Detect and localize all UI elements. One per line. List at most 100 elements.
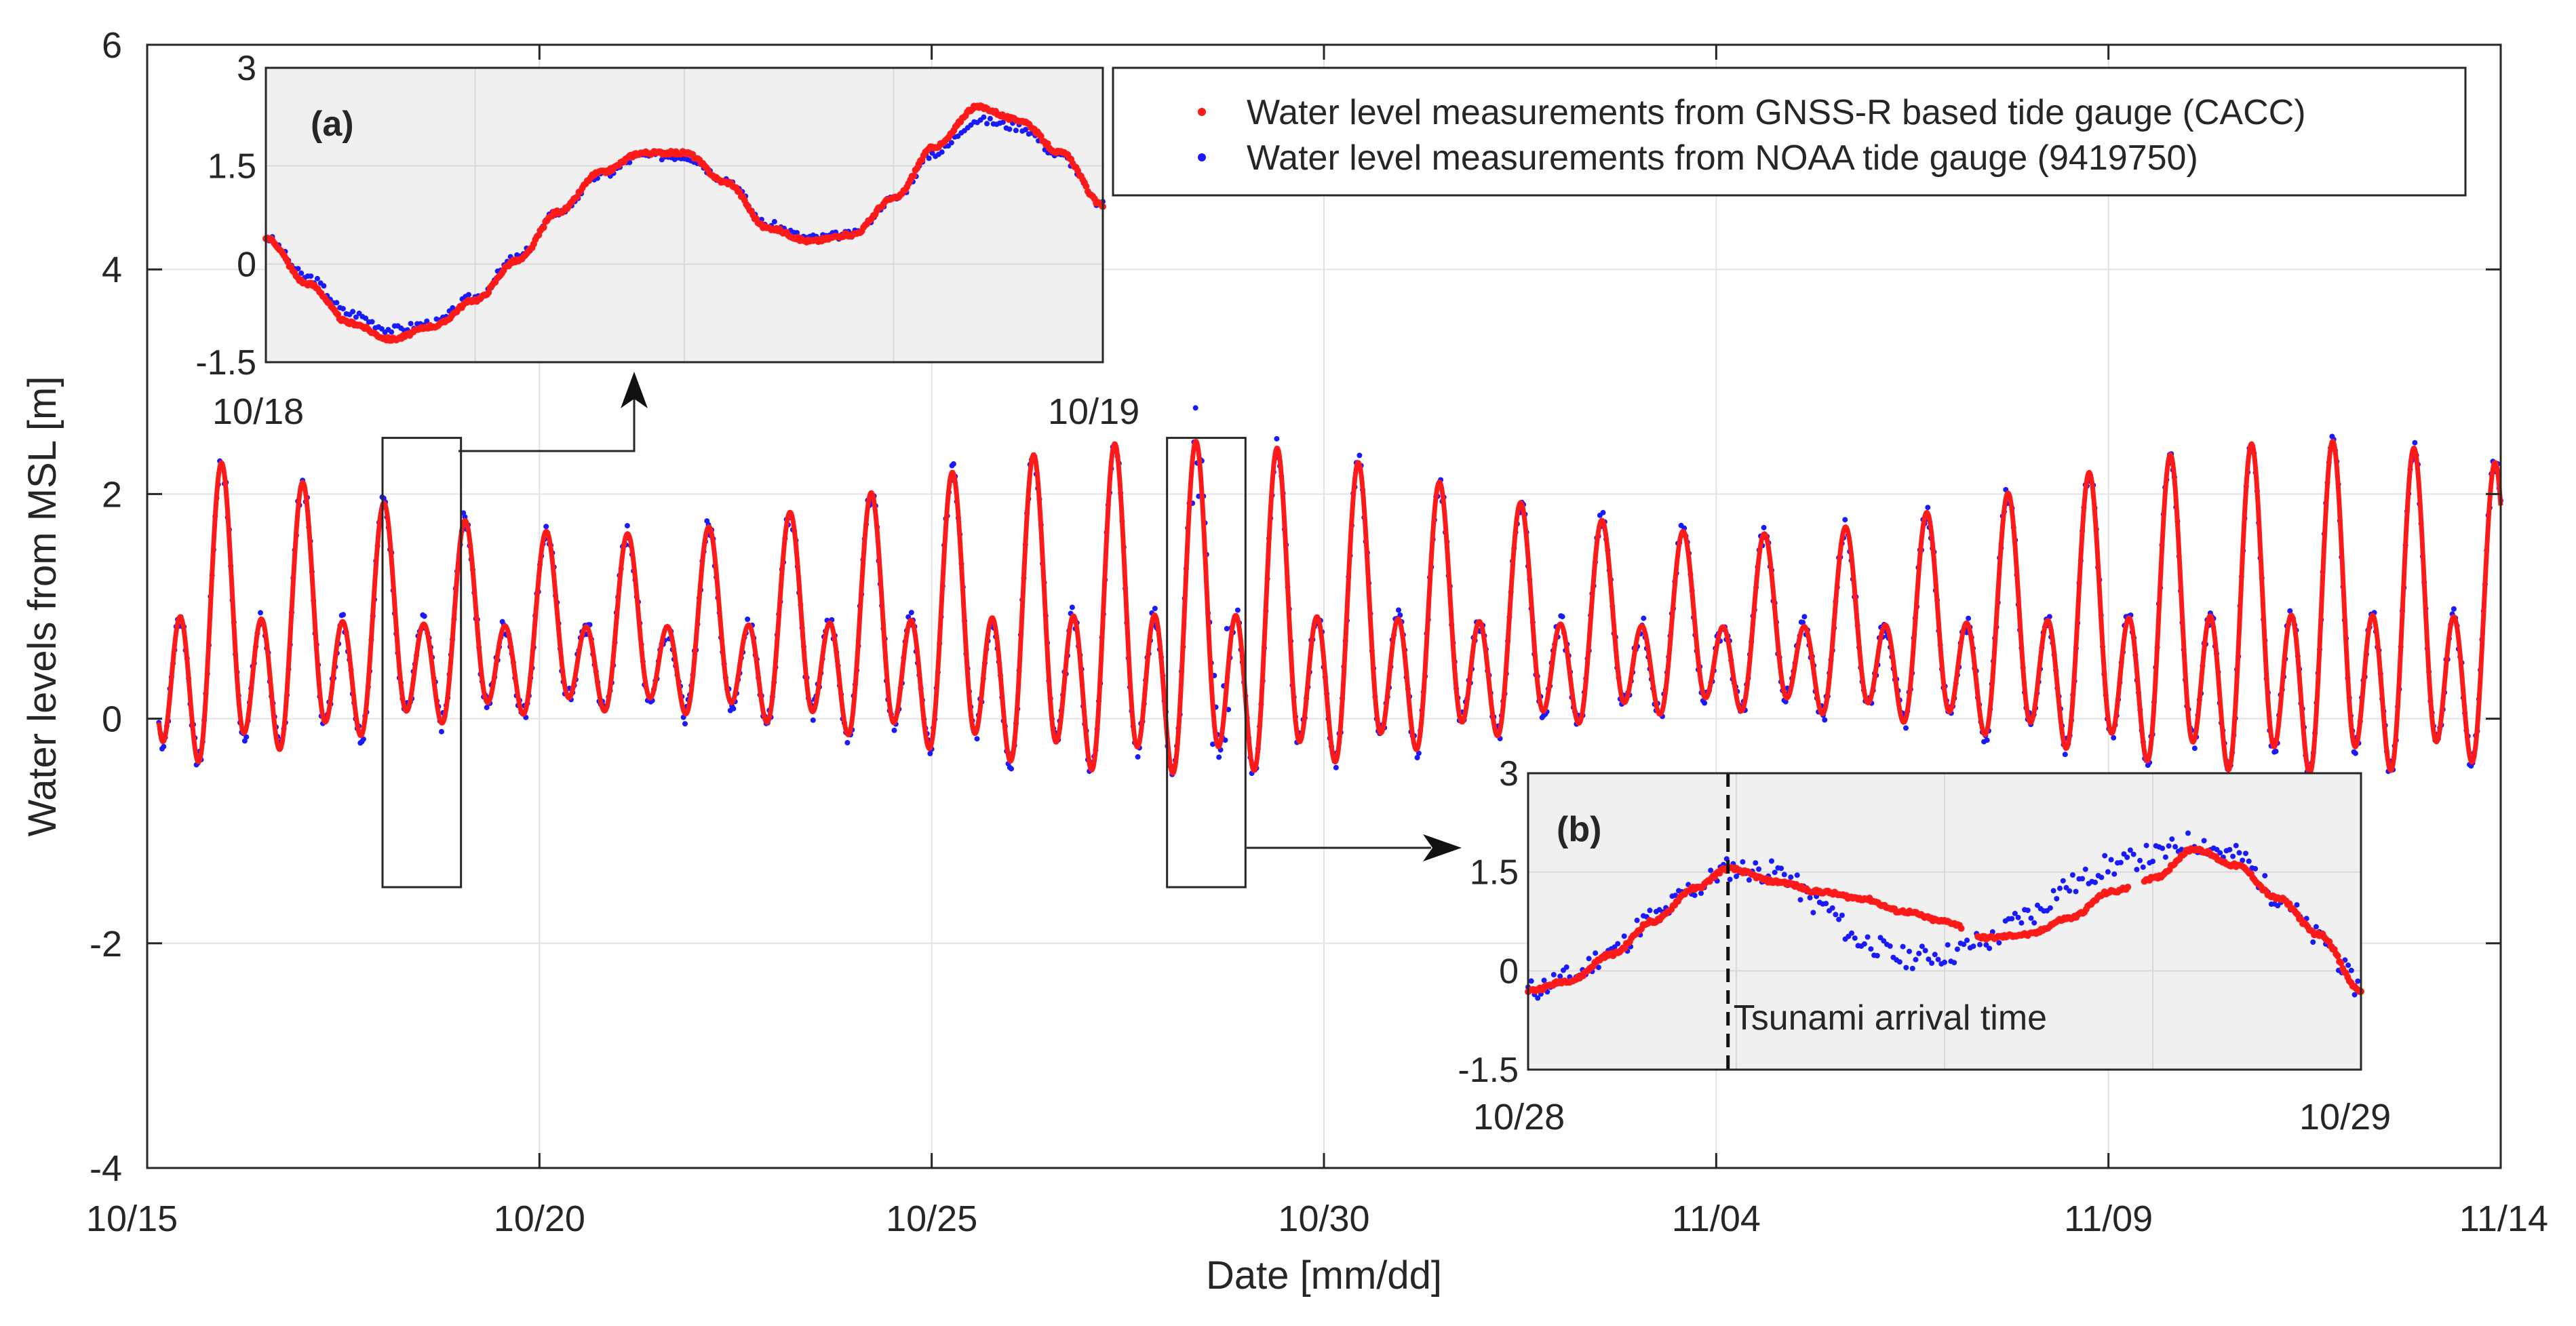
inset-noaa-point	[350, 309, 356, 315]
inset-noaa-point	[2201, 838, 2207, 844]
noaa-point	[927, 751, 933, 756]
noaa-point	[484, 705, 490, 711]
noaa-point	[730, 705, 737, 711]
y-tick-label: -2	[90, 924, 122, 964]
noaa-point	[950, 461, 956, 467]
noaa-point	[844, 740, 851, 745]
legend-noaa-label: Water level measurements from NOAA tide …	[1247, 138, 2198, 178]
noaa-point	[2451, 606, 2457, 612]
inset-noaa-point	[1909, 965, 1915, 971]
noaa-point	[1216, 754, 1222, 760]
x-tick-label: 10/25	[886, 1198, 977, 1239]
inset-y-tick-label: 1.5	[1470, 853, 1519, 893]
inset-noaa-point	[2028, 915, 2034, 921]
inset-noaa-point	[2073, 889, 2079, 895]
inset-noaa-point	[1797, 897, 1803, 903]
y-tick-label: 4	[102, 250, 122, 290]
noaa-point	[908, 610, 914, 616]
inset-noaa-point	[1829, 905, 1835, 911]
inset-noaa-point	[1833, 912, 1839, 918]
legend-gnss-marker-icon	[1198, 108, 1206, 116]
inset-noaa-point	[2060, 878, 2066, 884]
inset-noaa-point	[1907, 948, 1912, 954]
inset-noaa-point	[1874, 953, 1880, 958]
inset-noaa-point	[987, 115, 993, 121]
inset-y-tick-label: 1.5	[208, 147, 256, 187]
inset-noaa-point	[1615, 941, 1621, 947]
inset-noaa-point	[1023, 127, 1029, 132]
inset-a-label: (a)	[311, 104, 354, 144]
x-tick-label: 10/20	[494, 1198, 585, 1239]
inset-noaa-point	[1621, 933, 1627, 939]
inset-noaa-point	[1563, 964, 1569, 970]
noaa-point	[1234, 607, 1241, 613]
inset-noaa-point	[389, 329, 395, 335]
inset-y-tick-label: -1.5	[195, 343, 256, 383]
inset-noaa-point	[2025, 908, 2031, 914]
inset-noaa-point	[1945, 942, 1951, 948]
inset-noaa-point	[771, 218, 777, 225]
noaa-point	[745, 617, 751, 622]
inset-noaa-point	[2150, 859, 2155, 864]
inset-noaa-point	[1647, 908, 1653, 914]
noaa-point	[1152, 606, 1158, 612]
inset-noaa-point	[2124, 855, 2130, 860]
noaa-point	[1903, 725, 1909, 731]
inset-noaa-point	[2230, 853, 2236, 859]
inset-noaa-point	[314, 275, 320, 281]
noaa-point	[258, 610, 263, 616]
y-tick-label: 2	[102, 474, 122, 515]
inset-a-end-date: 10/19	[1048, 391, 1139, 432]
noaa-point	[161, 743, 167, 749]
inset-noaa-point	[1753, 860, 1759, 866]
inset-gnss-point	[910, 172, 918, 180]
legend-noaa-marker-icon	[1198, 153, 1206, 161]
inset-noaa-point	[2069, 872, 2075, 878]
noaa-point	[1600, 509, 1606, 515]
y-tick-label: 6	[102, 25, 122, 66]
inset-noaa-point	[1810, 910, 1816, 916]
inset-noaa-point	[408, 321, 414, 327]
inset-noaa-point	[2015, 914, 2021, 920]
inset-noaa-point	[1772, 870, 1778, 876]
inset-noaa-point	[2310, 939, 2316, 945]
inset-noaa-point	[2080, 876, 2086, 882]
inset-noaa-point	[1896, 959, 1902, 965]
inset-noaa-point	[1861, 941, 1867, 947]
inset-gnss-point	[540, 224, 547, 231]
inset-noaa-point	[1586, 956, 1592, 962]
inset-noaa-point	[1865, 934, 1871, 940]
inset-noaa-point	[2134, 867, 2140, 872]
inset-noaa-point	[2140, 864, 2146, 870]
inset-noaa-point	[1922, 948, 1928, 954]
inset-b-start-date: 10/28	[1473, 1097, 1565, 1137]
noaa-point	[891, 727, 897, 733]
inset-noaa-point	[2118, 859, 2124, 865]
inset-noaa-point	[1935, 956, 1941, 962]
inset-noaa-point	[340, 306, 346, 312]
inset-noaa-point	[2054, 896, 2060, 901]
legend: Water level measurements from GNSS-R bas…	[1112, 66, 2467, 197]
x-tick-label: 10/30	[1278, 1198, 1369, 1239]
inset-noaa-point	[1007, 126, 1013, 132]
inset-noaa-point	[1794, 872, 1800, 878]
inset-noaa-point	[1781, 872, 1787, 878]
noaa-point	[2352, 750, 2358, 756]
x-tick-label: 10/15	[86, 1198, 178, 1239]
inset-noaa-point	[2233, 842, 2239, 849]
x-tick-label: 11/04	[1672, 1198, 1761, 1239]
inset-gnss-point	[2124, 883, 2132, 891]
inset-noaa-point	[2185, 830, 2191, 836]
inset-noaa-point	[2111, 871, 2118, 877]
inset-noaa-point	[926, 155, 932, 161]
inset-noaa-point	[1593, 950, 1599, 956]
y-axis-title: Water levels from MSL [m]	[20, 376, 64, 837]
inset-noaa-point	[1634, 917, 1640, 923]
noaa-point	[2191, 745, 2198, 752]
noaa-point	[1984, 737, 1990, 743]
inset-noaa-point	[2102, 853, 2108, 859]
noaa-point	[682, 721, 688, 727]
inset-b-end-date: 10/29	[2299, 1097, 2391, 1137]
inset-noaa-point	[2345, 962, 2351, 969]
